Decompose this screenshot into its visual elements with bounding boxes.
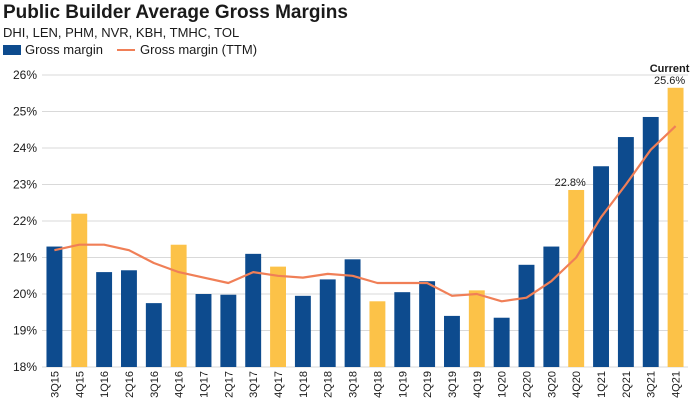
chart-title: Public Builder Average Gross Margins bbox=[3, 2, 348, 23]
data-label: 22.8% bbox=[555, 177, 586, 189]
x-tick-label: 4Q19 bbox=[472, 371, 484, 398]
y-tick-label: 24% bbox=[13, 141, 37, 155]
bar bbox=[319, 279, 336, 367]
x-tick-label: 2Q19 bbox=[422, 371, 434, 398]
bar bbox=[394, 292, 411, 367]
bar bbox=[667, 87, 684, 368]
x-tick-label: 2Q21 bbox=[621, 371, 633, 398]
chart-subtitle: DHI, LEN, PHM, NVR, KBH, TMHC, TOL bbox=[3, 25, 240, 40]
bar bbox=[344, 259, 361, 367]
x-tick-label: 4Q16 bbox=[174, 371, 186, 398]
bar bbox=[543, 246, 560, 367]
bar bbox=[145, 303, 162, 367]
x-tick-label: 2Q17 bbox=[223, 371, 235, 398]
x-tick-label: 3Q15 bbox=[49, 371, 61, 398]
legend-item-bar: Gross margin bbox=[3, 42, 103, 57]
x-tick-label: 1Q18 bbox=[298, 371, 310, 398]
x-tick-label: 4Q20 bbox=[571, 371, 583, 398]
x-tick-label: 1Q16 bbox=[99, 371, 111, 398]
ttm-line bbox=[54, 125, 677, 303]
bar bbox=[121, 270, 137, 367]
legend: Gross margin Gross margin (TTM) bbox=[3, 42, 271, 57]
x-tick-label: 1Q17 bbox=[199, 371, 211, 398]
y-tick-label: 18% bbox=[13, 360, 37, 374]
y-tick-label: 26% bbox=[13, 68, 37, 82]
bar bbox=[220, 294, 237, 367]
y-tick-label: 19% bbox=[13, 324, 37, 338]
x-tick-label: 4Q15 bbox=[74, 371, 86, 398]
annotation-current: Current bbox=[650, 63, 690, 75]
x-tick-label: 3Q21 bbox=[646, 371, 658, 398]
bar bbox=[294, 295, 311, 367]
bar bbox=[270, 266, 286, 367]
bar bbox=[642, 116, 659, 367]
y-tick-label: 21% bbox=[13, 251, 37, 265]
bar bbox=[71, 213, 88, 367]
data-label: 25.6% bbox=[654, 75, 685, 87]
x-tick-label: 2Q16 bbox=[124, 371, 136, 398]
bar bbox=[568, 189, 585, 367]
legend-item-line: Gross margin (TTM) bbox=[117, 42, 257, 57]
bar bbox=[46, 246, 63, 367]
x-tick-label: 4Q17 bbox=[273, 371, 285, 398]
x-tick-label: 4Q21 bbox=[671, 371, 683, 398]
bar bbox=[170, 244, 187, 367]
y-tick-label: 22% bbox=[13, 214, 37, 228]
x-tick-label: 1Q19 bbox=[397, 371, 409, 398]
y-tick-label: 25% bbox=[13, 105, 37, 119]
bar bbox=[96, 272, 113, 367]
y-tick-label: 20% bbox=[13, 287, 37, 301]
bar bbox=[444, 315, 460, 367]
bar bbox=[245, 253, 262, 367]
x-tick-label: 3Q16 bbox=[149, 371, 161, 398]
bar bbox=[518, 264, 535, 367]
legend-swatch-bar bbox=[3, 44, 21, 55]
bar bbox=[617, 137, 634, 367]
legend-swatch-line bbox=[117, 48, 136, 51]
x-tick-label: 3Q17 bbox=[248, 371, 260, 398]
x-tick-label: 3Q19 bbox=[447, 371, 459, 398]
x-tick-label: 2Q18 bbox=[323, 371, 335, 398]
x-tick-label: 3Q18 bbox=[348, 371, 360, 398]
x-tick-label: 1Q21 bbox=[596, 371, 608, 398]
x-tick-label: 4Q18 bbox=[372, 371, 384, 398]
x-tick-label: 1Q20 bbox=[497, 371, 509, 398]
bar bbox=[468, 290, 485, 367]
bar bbox=[593, 166, 609, 367]
x-tick-label: 3Q20 bbox=[546, 371, 558, 398]
x-tick-label: 2Q20 bbox=[522, 371, 534, 398]
bar bbox=[195, 294, 212, 367]
bar bbox=[369, 301, 386, 367]
bar bbox=[419, 281, 436, 367]
y-tick-label: 23% bbox=[13, 178, 37, 192]
bar bbox=[493, 317, 510, 367]
legend-label-bar: Gross margin bbox=[25, 42, 104, 57]
legend-label-line: Gross margin (TTM) bbox=[140, 42, 258, 57]
